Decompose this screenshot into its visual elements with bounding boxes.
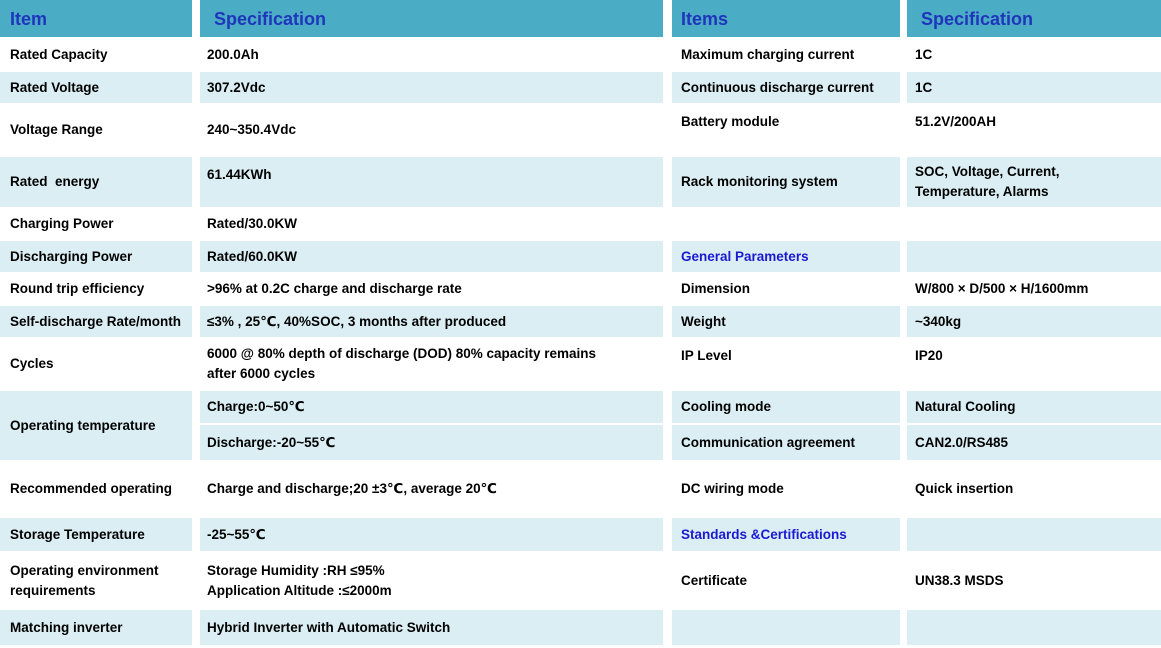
spec-header-cell: Specification xyxy=(907,0,1161,37)
table-row: Self-discharge Rate/month ≤3% , 25℃, 40%… xyxy=(0,306,663,337)
spec-subcell-charge: Charge:0~50℃ xyxy=(200,391,663,423)
table-row: Storage Temperature -25~55℃ xyxy=(0,518,663,551)
spec-cell: Natural Cooling xyxy=(907,391,1161,423)
spec-cell: ~340kg xyxy=(907,306,1161,337)
table-row: Maximum charging current 1C xyxy=(672,39,1161,71)
table-row: Charging Power Rated/30.0KW xyxy=(0,208,663,240)
section-header-cell: Standards &Certifications xyxy=(672,518,900,551)
spec-cell: 61.44KWh xyxy=(200,157,663,207)
spec-cell: Rated/30.0KW xyxy=(200,208,663,240)
section-header-row: General Parameters xyxy=(672,241,1161,272)
spec-cell: -25~55℃ xyxy=(200,518,663,551)
spec-cell-group: Charge:0~50℃ Discharge:-20~55℃ xyxy=(200,391,663,460)
table-row: Round trip efficiency >96% at 0.2C charg… xyxy=(0,273,663,304)
spec-cell: Hybrid Inverter with Automatic Switch xyxy=(200,610,663,645)
item-cell: Battery module xyxy=(672,104,900,155)
spec-table-left: Item Specification Rated Capacity 200.0A… xyxy=(0,0,663,645)
spec-cell: CAN2.0/RS485 xyxy=(907,425,1161,460)
item-cell: Voltage Range xyxy=(0,104,192,155)
item-cell: Cycles xyxy=(0,338,192,390)
spec-cell: IP20 xyxy=(907,338,1161,390)
item-cell: Matching inverter xyxy=(0,610,192,645)
item-cell: Cooling mode xyxy=(672,391,900,423)
item-cell: Storage Temperature xyxy=(0,518,192,551)
item-cell: Continuous discharge current xyxy=(672,72,900,103)
table-row: Certificate UN38.3 MSDS xyxy=(672,553,1161,608)
spec-cell: Quick insertion xyxy=(907,462,1161,516)
table-row-operating-temperature: Operating temperature Charge:0~50℃ Disch… xyxy=(0,391,663,460)
section-header-row: Standards &Certifications xyxy=(672,518,1161,551)
table-row: Cycles 6000 @ 80% depth of discharge (DO… xyxy=(0,338,663,390)
table-row: Operating environment requirements Stora… xyxy=(0,553,663,608)
table-row: Weight ~340kg xyxy=(672,306,1161,337)
table-row: Cooling mode Natural Cooling xyxy=(672,391,1161,423)
item-cell: Rated Capacity xyxy=(0,39,192,71)
item-cell: Certificate xyxy=(672,553,900,608)
table-row-empty xyxy=(672,208,1161,240)
table-row: Rated Voltage 307.2Vdc xyxy=(0,72,663,103)
item-header-cell: Item xyxy=(0,0,192,37)
item-cell: Operating environment requirements xyxy=(0,553,192,608)
table-row: Dimension W/800 × D/500 × H/1600mm xyxy=(672,273,1161,304)
table-row: Voltage Range 240~350.4Vdc xyxy=(0,104,663,155)
spec-cell xyxy=(907,208,1161,240)
spec-cell: Charge and discharge;20 ±3℃, average 20℃ xyxy=(200,462,663,516)
table-row: Battery module 51.2V/200AH xyxy=(672,104,1161,155)
item-header-cell: Items xyxy=(672,0,900,37)
item-cell: Discharging Power xyxy=(0,241,192,272)
item-cell: Recommended operating xyxy=(0,462,192,516)
item-cell: Maximum charging current xyxy=(672,39,900,71)
table-header-row: Items Specification xyxy=(672,0,1161,37)
table-row: Rated energy 61.44KWh xyxy=(0,157,663,207)
item-cell: DC wiring mode xyxy=(672,462,900,516)
item-cell: Rated Voltage xyxy=(0,72,192,103)
spec-header-cell: Specification xyxy=(200,0,663,37)
item-cell: Self-discharge Rate/month xyxy=(0,306,192,337)
item-cell: Rated energy xyxy=(0,157,192,207)
item-cell: IP Level xyxy=(672,338,900,390)
item-cell: Dimension xyxy=(672,273,900,304)
item-cell: Rack monitoring system xyxy=(672,157,900,207)
table-row: DC wiring mode Quick insertion xyxy=(672,462,1161,516)
spec-cell: ≤3% , 25℃, 40%SOC, 3 months after produc… xyxy=(200,306,663,337)
spec-cell: SOC, Voltage, Current, Temperature, Alar… xyxy=(907,157,1161,207)
spec-cell: UN38.3 MSDS xyxy=(907,553,1161,608)
table-row: Communication agreement CAN2.0/RS485 xyxy=(672,425,1161,460)
item-cell: Communication agreement xyxy=(672,425,900,460)
spec-cell xyxy=(907,610,1161,645)
item-cell xyxy=(672,610,900,645)
table-row: IP Level IP20 xyxy=(672,338,1161,390)
spec-cell: Storage Humidity :RH ≤95% Application Al… xyxy=(200,553,663,608)
spec-cell: W/800 × D/500 × H/1600mm xyxy=(907,273,1161,304)
table-row: Rack monitoring system SOC, Voltage, Cur… xyxy=(672,157,1161,207)
item-cell xyxy=(672,208,900,240)
spec-cell: >96% at 0.2C charge and discharge rate xyxy=(200,273,663,304)
item-cell: Charging Power xyxy=(0,208,192,240)
table-row: Rated Capacity 200.0Ah xyxy=(0,39,663,71)
spec-table-right: Items Specification Maximum charging cur… xyxy=(672,0,1161,645)
table-header-row: Item Specification xyxy=(0,0,663,37)
spec-cell xyxy=(907,241,1161,272)
table-row: Discharging Power Rated/60.0KW xyxy=(0,241,663,272)
table-row: Recommended operating Charge and dischar… xyxy=(0,462,663,516)
spec-cell: 51.2V/200AH xyxy=(907,104,1161,155)
item-cell: Round trip efficiency xyxy=(0,273,192,304)
spec-cell: 307.2Vdc xyxy=(200,72,663,103)
spec-cell: 1C xyxy=(907,39,1161,71)
spec-cell xyxy=(907,518,1161,551)
spec-cell: 1C xyxy=(907,72,1161,103)
spec-cell: 6000 @ 80% depth of discharge (DOD) 80% … xyxy=(200,338,663,390)
spec-cell: 200.0Ah xyxy=(200,39,663,71)
item-cell: Operating temperature xyxy=(0,391,192,460)
table-row-empty xyxy=(672,610,1161,645)
spec-subcell-discharge: Discharge:-20~55℃ xyxy=(200,425,663,460)
table-row: Matching inverter Hybrid Inverter with A… xyxy=(0,610,663,645)
table-row: Continuous discharge current 1C xyxy=(672,72,1161,103)
spec-cell: 240~350.4Vdc xyxy=(200,104,663,155)
spec-cell: Rated/60.0KW xyxy=(200,241,663,272)
item-cell: Weight xyxy=(672,306,900,337)
section-header-cell: General Parameters xyxy=(672,241,900,272)
